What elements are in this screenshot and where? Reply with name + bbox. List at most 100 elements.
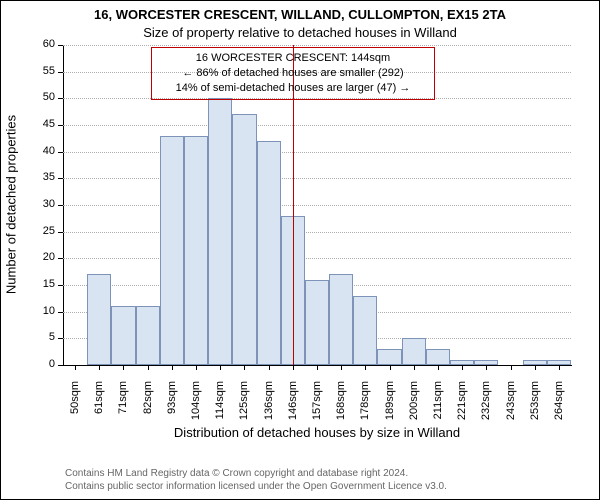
x-tick-label: 211sqm [432,381,444,431]
y-tick [58,258,63,259]
y-tick [58,45,63,46]
x-tick [462,365,463,370]
x-tick-label: 125sqm [238,381,250,431]
y-axis-label: Number of detached properties [4,105,19,305]
x-tick [438,365,439,370]
y-tick-label: 10 [31,305,55,317]
x-axis-label: Distribution of detached houses by size … [63,425,571,440]
x-tick [220,365,221,370]
histogram-bar [257,141,281,365]
x-tick-label: 93sqm [166,381,178,431]
x-tick [123,365,124,370]
gridline [63,125,571,126]
x-tick [99,365,100,370]
footer-text: Contains HM Land Registry data © Crown c… [65,467,447,493]
histogram-bar [87,274,111,365]
y-tick [58,365,63,366]
x-tick-label: 168sqm [335,381,347,431]
histogram-bar [426,349,450,365]
x-tick [75,365,76,370]
y-tick [58,205,63,206]
gridline [63,45,571,46]
x-tick-label: 232sqm [480,381,492,431]
histogram-bar [136,306,160,365]
annotation-box: 16 WORCESTER CRESCENT: 144sqm ← 86% of d… [151,47,435,100]
histogram-bar [111,306,135,365]
x-tick-label: 50sqm [69,381,81,431]
x-tick-label: 146sqm [287,381,299,431]
footer-line-1: Contains HM Land Registry data © Crown c… [65,467,447,480]
y-tick-label: 40 [31,145,55,157]
gridline [63,205,571,206]
y-tick-label: 60 [31,38,55,50]
y-tick-label: 15 [31,278,55,290]
y-tick-label: 25 [31,225,55,237]
x-tick-label: 189sqm [384,381,396,431]
chart-container: { "chart": { "type": "histogram", "title… [0,0,600,500]
y-tick-label: 45 [31,118,55,130]
y-tick [58,232,63,233]
chart-title-sub: Size of property relative to detached ho… [1,25,599,40]
histogram-bar [208,98,232,365]
y-tick [58,338,63,339]
gridline [63,232,571,233]
gridline [63,258,571,259]
x-tick-label: 82sqm [142,381,154,431]
y-tick-label: 55 [31,65,55,77]
x-tick [511,365,512,370]
annotation-line-2: ← 86% of detached houses are smaller (29… [160,66,426,81]
x-tick-label: 200sqm [408,381,420,431]
histogram-bar [305,280,329,365]
x-tick [148,365,149,370]
annotation-line-3: 14% of semi-detached houses are larger (… [160,81,426,96]
histogram-bar [232,114,256,365]
y-tick [58,285,63,286]
x-tick [317,365,318,370]
y-tick-label: 5 [31,331,55,343]
gridline [63,178,571,179]
x-tick [414,365,415,370]
footer-line-2: Contains public sector information licen… [65,480,447,493]
x-tick [244,365,245,370]
x-tick-label: 178sqm [359,381,371,431]
x-tick [535,365,536,370]
x-tick [486,365,487,370]
y-tick [58,98,63,99]
annotation-line-1: 16 WORCESTER CRESCENT: 144sqm [160,51,426,66]
x-tick [559,365,560,370]
histogram-bar [377,349,401,365]
x-tick [341,365,342,370]
x-tick-label: 243sqm [505,381,517,431]
x-tick-label: 61sqm [93,381,105,431]
y-tick [58,125,63,126]
y-tick-label: 35 [31,171,55,183]
x-tick [196,365,197,370]
x-tick-label: 157sqm [311,381,323,431]
histogram-bar [160,136,184,365]
y-tick-label: 30 [31,198,55,210]
y-tick-label: 0 [31,358,55,370]
histogram-bar [184,136,208,365]
x-tick-label: 221sqm [456,381,468,431]
x-tick [172,365,173,370]
x-tick-label: 136sqm [263,381,275,431]
y-tick [58,178,63,179]
histogram-bar [353,296,377,365]
x-tick [293,365,294,370]
histogram-bar [402,338,426,365]
gridline [63,152,571,153]
y-tick [58,312,63,313]
y-tick-label: 50 [31,91,55,103]
x-tick [390,365,391,370]
x-tick-label: 114sqm [214,381,226,431]
y-tick-label: 20 [31,251,55,263]
x-tick-label: 104sqm [190,381,202,431]
x-tick [365,365,366,370]
x-tick [269,365,270,370]
x-tick-label: 253sqm [529,381,541,431]
x-tick-label: 71sqm [117,381,129,431]
y-tick [58,152,63,153]
y-tick [58,72,63,73]
histogram-bar [329,274,353,365]
x-tick-label: 264sqm [553,381,565,431]
